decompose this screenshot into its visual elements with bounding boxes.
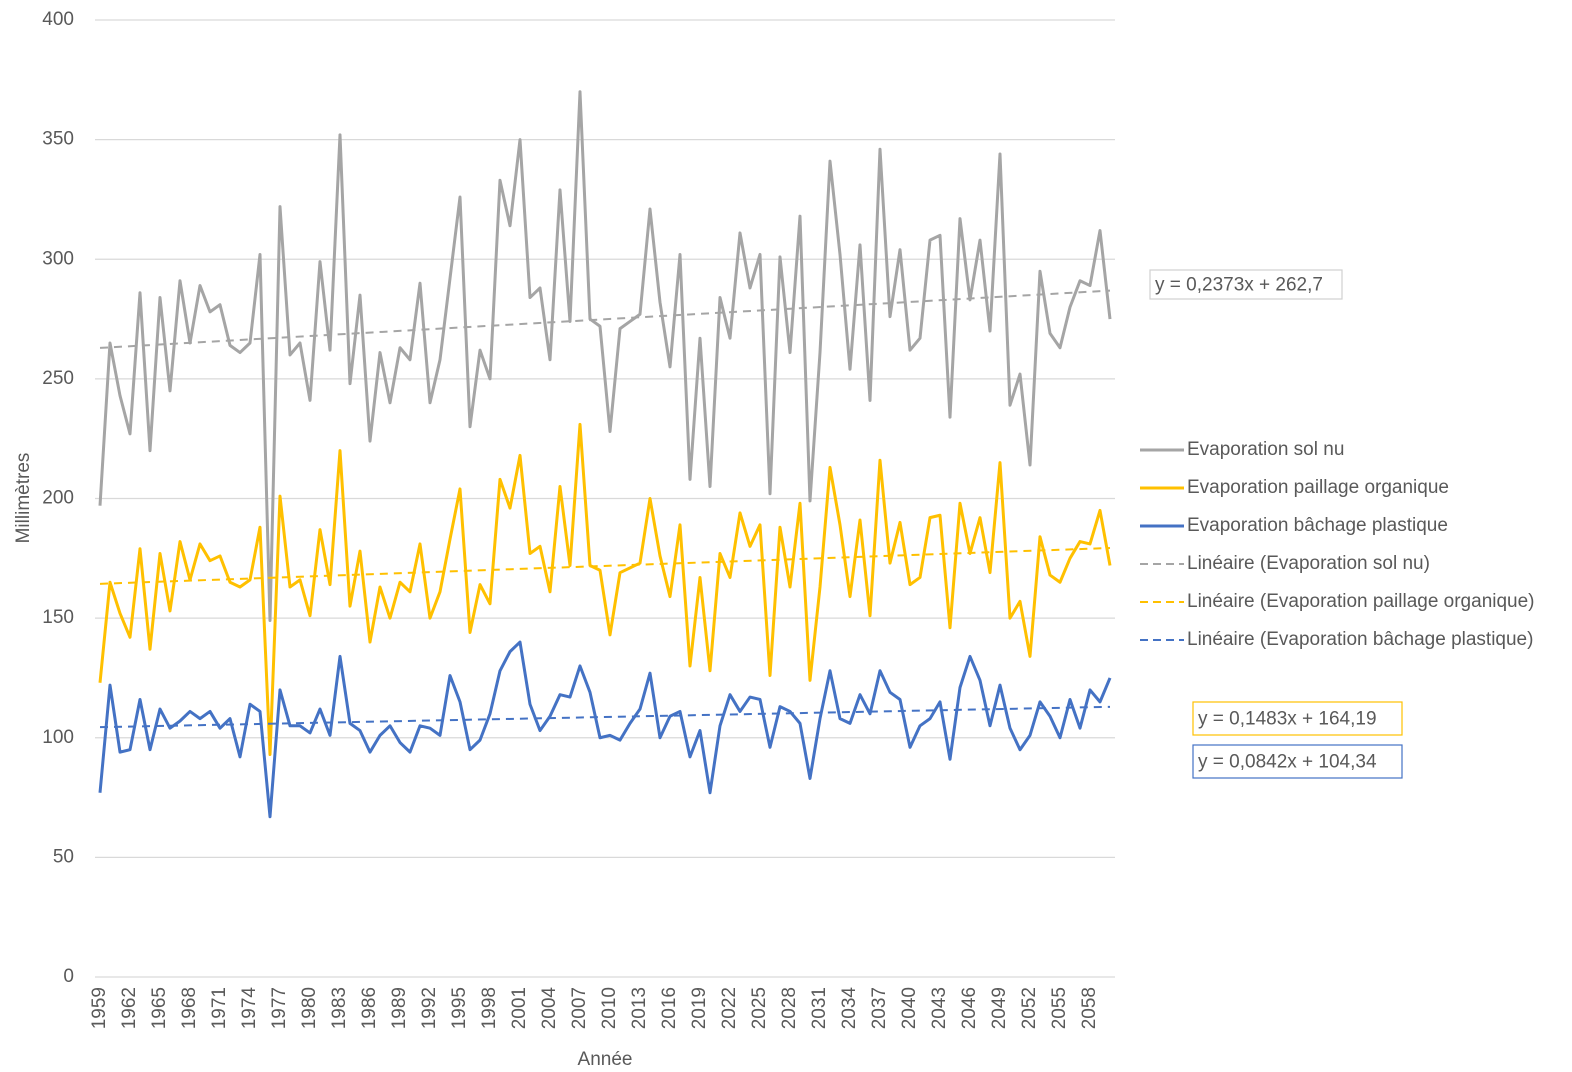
x-tick-label: 1995 xyxy=(449,987,470,1029)
legend-label: Evaporation sol nu xyxy=(1187,439,1344,460)
x-tick-label: 2058 xyxy=(1079,987,1100,1029)
x-tick-label: 2016 xyxy=(659,987,680,1029)
equation-box xyxy=(1192,744,1403,779)
legend-label: Evaporation paillage organique xyxy=(1187,477,1449,498)
x-tick-label: 1971 xyxy=(209,987,230,1029)
equation-label: y = 0,1483x + 164,19 xyxy=(1198,709,1377,730)
x-tick-label: 1959 xyxy=(89,987,110,1029)
data-line xyxy=(98,422,1112,756)
legend-label: Evaporation bâchage plastique xyxy=(1187,515,1448,536)
legend-label: Linéaire (Evaporation paillage organique… xyxy=(1187,591,1535,612)
x-tick-label: 1998 xyxy=(479,987,500,1029)
trend-line xyxy=(99,705,1111,729)
y-tick-label: 350 xyxy=(42,129,74,150)
x-tick-label: 1986 xyxy=(359,987,380,1029)
trend-line xyxy=(99,289,1111,349)
x-tick-label: 2034 xyxy=(839,987,860,1030)
x-tick-label: 2022 xyxy=(719,987,740,1029)
y-tick-label: 100 xyxy=(42,727,74,748)
x-tick-label: 2055 xyxy=(1049,987,1070,1029)
equation-box xyxy=(1149,269,1343,300)
x-tick-label: 2007 xyxy=(569,987,590,1029)
y-tick-label: 50 xyxy=(53,846,74,867)
data-line xyxy=(98,90,1112,623)
x-tick-label: 2043 xyxy=(929,987,950,1029)
x-tick-label: 1974 xyxy=(239,987,260,1030)
x-tick-label: 2004 xyxy=(539,987,560,1030)
x-tick-label: 1968 xyxy=(179,987,200,1029)
x-tick-label: 2049 xyxy=(989,987,1010,1029)
x-tick-label: 1983 xyxy=(329,987,350,1029)
y-tick-label: 200 xyxy=(42,488,74,509)
x-tick-label: 2010 xyxy=(599,987,620,1029)
x-tick-label: 2031 xyxy=(809,987,830,1029)
x-tick-label: 2046 xyxy=(959,987,980,1029)
x-tick-label: 2025 xyxy=(749,987,770,1029)
equation-box xyxy=(1192,701,1403,736)
y-tick-label: 250 xyxy=(42,368,74,389)
equation-label: y = 0,0842x + 104,34 xyxy=(1198,752,1377,773)
x-tick-label: 1980 xyxy=(299,987,320,1029)
trend-line xyxy=(99,546,1111,585)
x-tick-label: 2013 xyxy=(629,987,650,1029)
x-tick-label: 2028 xyxy=(779,987,800,1029)
x-axis-title: Année xyxy=(578,1049,633,1070)
x-tick-label: 1977 xyxy=(269,987,290,1029)
y-axis-title: Millimètres xyxy=(13,453,34,544)
x-tick-label: 2040 xyxy=(899,987,920,1029)
y-tick-label: 400 xyxy=(42,9,74,30)
y-tick-label: 300 xyxy=(42,248,74,269)
x-tick-label: 1962 xyxy=(119,987,140,1029)
x-tick-label: 1965 xyxy=(149,987,170,1029)
x-tick-label: 2037 xyxy=(869,987,890,1029)
data-line xyxy=(98,640,1112,819)
y-tick-label: 150 xyxy=(42,607,74,628)
legend-label: Linéaire (Evaporation bâchage plastique) xyxy=(1187,629,1533,650)
x-tick-label: 2019 xyxy=(689,987,710,1029)
x-tick-label: 1989 xyxy=(389,987,410,1029)
equation-label: y = 0,2373x + 262,7 xyxy=(1155,275,1323,296)
x-tick-label: 2052 xyxy=(1019,987,1040,1029)
x-tick-label: 1992 xyxy=(419,987,440,1029)
y-tick-label: 0 xyxy=(63,966,74,987)
legend-label: Linéaire (Evaporation sol nu) xyxy=(1187,553,1430,574)
x-tick-label: 2001 xyxy=(509,987,530,1029)
